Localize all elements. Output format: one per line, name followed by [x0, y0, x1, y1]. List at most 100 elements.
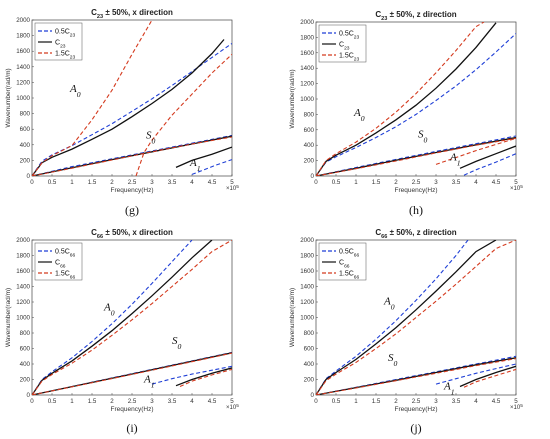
- y-axis-label: Wavenumber(rad/m): [289, 69, 296, 128]
- series-line-c66-curve-3: [175, 367, 232, 387]
- x-axis-label: Frequency(Hz): [111, 406, 154, 413]
- x-tick-label: 2: [110, 179, 114, 186]
- x-tick-label: 3.5: [452, 179, 461, 186]
- y-tick-label: 0: [311, 392, 315, 399]
- y-tick-label: 200: [20, 377, 31, 384]
- x-tick-label: 4: [474, 398, 478, 405]
- x-exponent-label: ×105: [226, 403, 239, 412]
- x-tick-label: 1.5: [372, 398, 381, 405]
- y-tick-label: 800: [20, 330, 31, 337]
- mode-label-a0: A0: [103, 302, 115, 318]
- mode-label-a1: A1: [143, 374, 155, 390]
- series-group: [32, 20, 232, 176]
- series-line-15c66-curve-1: [316, 240, 516, 395]
- legend-entry: 0.5C23: [339, 31, 360, 41]
- y-tick-label: 1000: [16, 315, 30, 322]
- y-tick-label: 400: [304, 142, 315, 149]
- y-tick-label: 1800: [300, 34, 314, 41]
- series-line-15c23-curve-3: [435, 137, 516, 165]
- y-tick-label: 1800: [300, 253, 314, 260]
- legend-entry: C23: [55, 40, 66, 50]
- chart-title: C23 ± 50%, z direction: [375, 10, 456, 22]
- series-line-05c23-curve-3: [463, 153, 516, 176]
- series-line-15c23-curve-2: [135, 53, 232, 176]
- series-line-c23-curve-3: [459, 145, 516, 169]
- y-tick-label: 1400: [300, 284, 314, 291]
- y-tick-label: 200: [304, 377, 315, 384]
- x-tick-label: 4: [474, 179, 478, 186]
- x-tick-label: 0.5: [332, 179, 341, 186]
- mode-label-a0: A0: [69, 83, 81, 99]
- legend-entry: C23: [339, 42, 350, 52]
- legend-entry: 1.5C66: [55, 271, 76, 281]
- legend-entry: 0.5C23: [55, 29, 76, 39]
- y-axis-label: Wavenumber(rad/m): [5, 288, 12, 347]
- x-exponent-label: ×105: [510, 184, 523, 193]
- y-tick-label: 200: [304, 158, 315, 165]
- y-tick-label: 1000: [16, 95, 30, 102]
- y-tick-label: 1800: [16, 33, 30, 40]
- y-tick-label: 1400: [16, 284, 30, 291]
- x-tick-label: 5: [230, 398, 234, 405]
- x-tick-label: 3: [434, 179, 438, 186]
- x-tick-label: 1: [70, 179, 74, 186]
- legend-entry: 0.5C66: [339, 249, 360, 259]
- mode-label-a0: A0: [383, 295, 395, 311]
- series-line-05c23-curve-2: [316, 135, 516, 176]
- x-tick-label: 4.5: [208, 179, 217, 186]
- chart-title: C66 ± 50%, z direction: [375, 228, 456, 240]
- series-line-05c23-curve-3: [191, 159, 232, 175]
- x-tick-label: 5: [514, 398, 518, 405]
- x-tick-label: 3.5: [168, 398, 177, 405]
- x-tick-label: 0.5: [48, 398, 57, 405]
- mode-label-a1: A1: [189, 157, 201, 173]
- chart-panel-2: C23 ± 50%, z direction 0 0.5 1 1.5 2 2.5 3 3.5 4 4…: [289, 10, 523, 194]
- y-tick-label: 400: [20, 142, 31, 149]
- y-tick-label: 1000: [300, 315, 314, 322]
- series-line-c66-curve-1: [316, 240, 497, 395]
- y-tick-label: 800: [304, 330, 315, 337]
- x-tick-label: 0: [314, 179, 318, 186]
- x-tick-label: 0.5: [332, 398, 341, 405]
- x-tick-label: 1.5: [88, 398, 97, 405]
- x-tick-label: 2.5: [128, 398, 137, 405]
- series-line-15c23-curve-1: [316, 22, 485, 176]
- mode-label-s0: S0: [388, 352, 398, 368]
- mode-label-s0: S0: [172, 335, 182, 351]
- series-group: [316, 240, 516, 395]
- y-tick-label: 1200: [300, 81, 314, 88]
- chart-panel-4: C66 ± 50%, z direction 0 0.5 1 1.5 2 2.5 3 3.5 4 4…: [289, 228, 523, 413]
- y-axis-label: Wavenumber(rad/m): [289, 288, 296, 347]
- y-tick-label: 0: [311, 173, 315, 180]
- series-group: [316, 22, 516, 176]
- series-line-15c66-curve-1: [32, 240, 232, 395]
- y-tick-label: 800: [20, 111, 31, 118]
- series-line-05c66-curve-1: [32, 240, 193, 395]
- x-exponent-label: ×105: [510, 403, 523, 412]
- y-tick-label: 1200: [16, 79, 30, 86]
- y-tick-label: 2000: [16, 237, 30, 244]
- x-tick-label: 3: [150, 179, 154, 186]
- legend-entry: 1.5C23: [55, 51, 76, 61]
- mode-label-a1: A1: [443, 381, 455, 397]
- x-axis-label: Frequency(Hz): [111, 187, 154, 194]
- y-tick-label: 1600: [300, 268, 314, 275]
- x-tick-label: 1.5: [372, 179, 381, 186]
- y-tick-label: 1200: [300, 299, 314, 306]
- y-tick-label: 1800: [16, 253, 30, 260]
- series-line-15c23-curve-1: [32, 20, 153, 176]
- chart-panel-3: C66 ± 50%, x direction 0 0.5 1 1.5 2 2.5 3 3.5 4 4…: [5, 228, 239, 413]
- series-line-15c66-curve-3: [179, 368, 232, 388]
- x-tick-label: 3.5: [168, 179, 177, 186]
- chart-panel-1: C23 ± 50%, x direction 0 0.5 1 1.5 2 2.5 3 3.5 4 4…: [5, 8, 239, 194]
- x-axis-label: Frequency(Hz): [395, 406, 438, 413]
- mode-label-a0: A0: [353, 107, 365, 123]
- series-group: [32, 240, 232, 395]
- x-tick-label: 4.5: [492, 179, 501, 186]
- y-axis-label: Wavenumber(rad/m): [5, 68, 12, 127]
- series-line-15c23-curve-2: [316, 137, 516, 176]
- y-tick-label: 2000: [300, 237, 314, 244]
- series-line-15c66-curve-3: [463, 368, 516, 388]
